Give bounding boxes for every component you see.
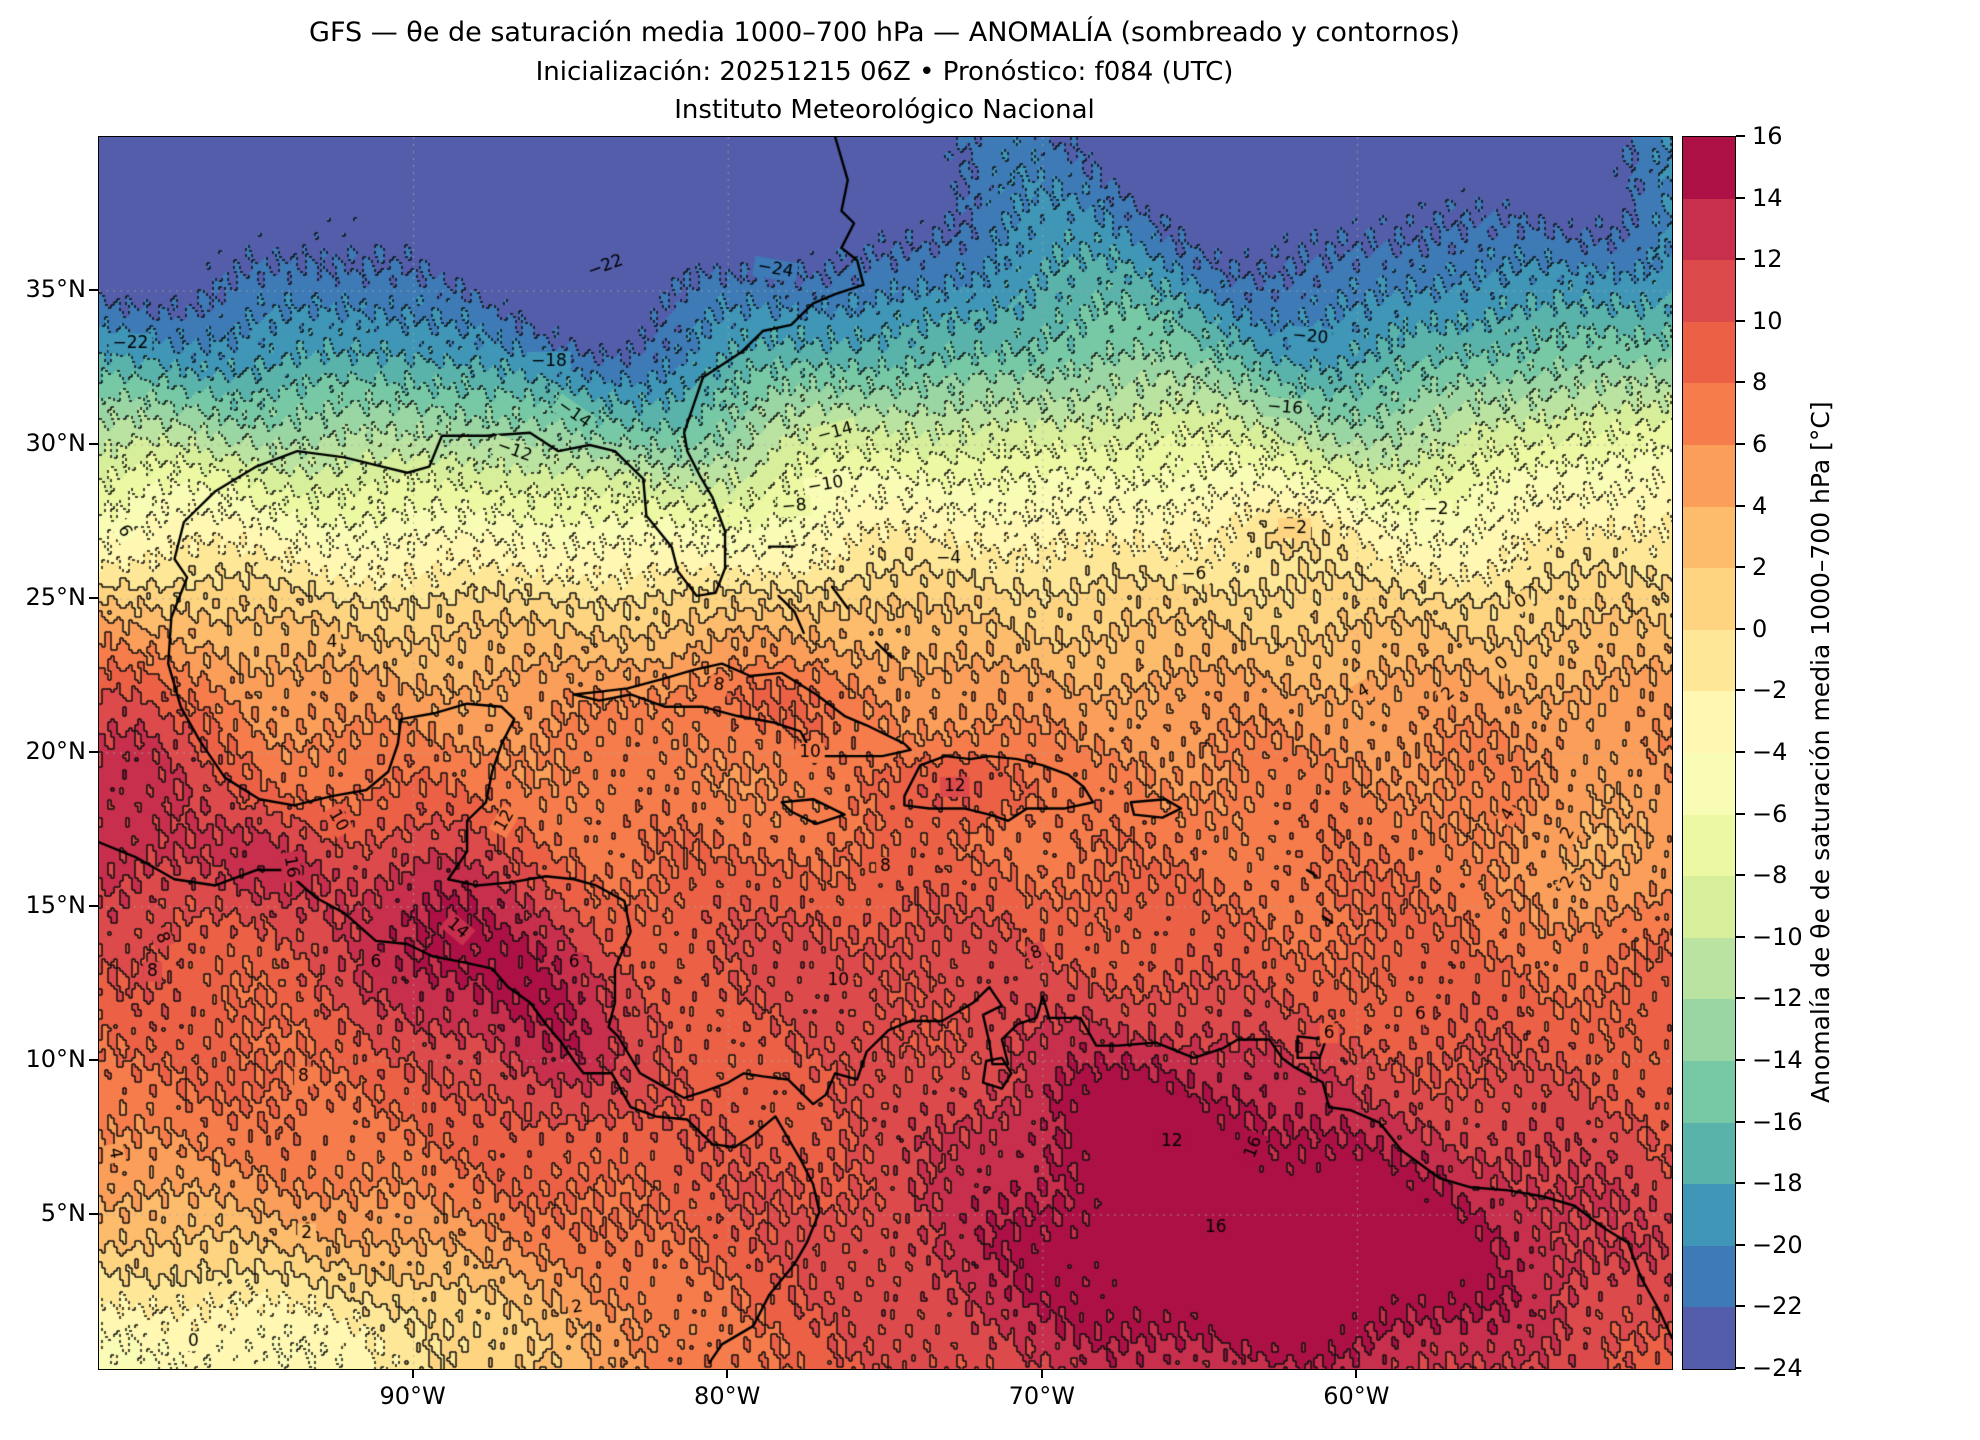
y-tick-mark bbox=[89, 443, 98, 445]
colorbar-tick-label: −22 bbox=[1752, 1292, 1803, 1321]
colorbar-label: Anomalía de θe de saturación media 1000–… bbox=[1806, 401, 1835, 1103]
colorbar-tick-mark bbox=[1736, 135, 1745, 137]
colorbar-tick-mark bbox=[1736, 689, 1745, 692]
colorbar-tick-label: 14 bbox=[1752, 183, 1783, 212]
colorbar-band bbox=[1683, 629, 1735, 692]
colorbar-tick-mark bbox=[1736, 381, 1745, 384]
colorbar-band bbox=[1683, 814, 1735, 877]
colorbar-tick-label: 10 bbox=[1752, 306, 1783, 335]
colorbar-tick-mark bbox=[1736, 1120, 1745, 1123]
colorbar-band bbox=[1683, 137, 1735, 199]
colorbar-tick-mark bbox=[1736, 1243, 1745, 1246]
x-tick-label: 70°W bbox=[1008, 1382, 1075, 1410]
colorbar-tick-label: 4 bbox=[1752, 491, 1768, 520]
y-tick-mark bbox=[89, 1059, 98, 1061]
colorbar-tick-mark bbox=[1736, 1182, 1745, 1185]
colorbar-tick-label: 6 bbox=[1752, 430, 1768, 458]
y-tick-mark bbox=[89, 1213, 98, 1215]
colorbar-tick-label: −10 bbox=[1752, 922, 1803, 951]
colorbar-tick-mark bbox=[1736, 258, 1745, 261]
y-tick-label: 30°N bbox=[25, 429, 87, 457]
y-tick-label: 5°N bbox=[40, 1199, 86, 1227]
y-tick-label: 35°N bbox=[25, 275, 87, 303]
x-tick-mark bbox=[726, 1369, 729, 1378]
colorbar-tick-mark bbox=[1736, 812, 1745, 815]
colorbar-tick-mark bbox=[1736, 1305, 1745, 1308]
x-tick-label: 80°W bbox=[694, 1382, 761, 1410]
colorbar bbox=[1682, 136, 1736, 1370]
colorbar-tick-mark bbox=[1736, 1367, 1745, 1369]
colorbar-tick-label: 8 bbox=[1752, 368, 1768, 397]
colorbar-tick-mark bbox=[1736, 319, 1745, 322]
colorbar-band bbox=[1683, 876, 1735, 938]
colorbar-tick-mark bbox=[1736, 504, 1745, 507]
colorbar-tick-label: −24 bbox=[1752, 1354, 1803, 1382]
colorbar-band bbox=[1683, 383, 1735, 445]
colorbar-band bbox=[1683, 321, 1735, 384]
colorbar-tick-label: 2 bbox=[1752, 553, 1768, 582]
colorbar-band bbox=[1683, 691, 1735, 753]
chart-subtitle: Inicialización: 20251215 06Z • Pronóstic… bbox=[535, 57, 1234, 87]
y-tick-label: 10°N bbox=[25, 1045, 87, 1073]
colorbar-tick-label: 16 bbox=[1752, 122, 1783, 150]
y-tick-label: 20°N bbox=[25, 737, 87, 765]
colorbar-band bbox=[1683, 506, 1735, 569]
colorbar-tick-mark bbox=[1736, 874, 1745, 877]
colorbar-tick-label: −6 bbox=[1752, 799, 1788, 828]
x-tick-mark bbox=[1040, 1369, 1043, 1378]
colorbar-tick-mark bbox=[1736, 997, 1745, 1000]
colorbar-band bbox=[1683, 568, 1735, 630]
colorbar-band bbox=[1683, 1307, 1735, 1369]
colorbar-band bbox=[1683, 1122, 1735, 1185]
colorbar-band bbox=[1683, 198, 1735, 261]
colorbar-tick-label: −18 bbox=[1752, 1169, 1803, 1198]
colorbar-band bbox=[1683, 752, 1735, 815]
colorbar-tick-mark bbox=[1736, 443, 1745, 445]
colorbar-band bbox=[1683, 444, 1735, 507]
y-tick-mark bbox=[89, 289, 98, 291]
colorbar-tick-label: −16 bbox=[1752, 1107, 1803, 1136]
colorbar-band bbox=[1683, 260, 1735, 322]
colorbar-band bbox=[1683, 937, 1735, 1000]
chart-institution: Instituto Meteorológico Nacional bbox=[674, 95, 1095, 125]
x-tick-label: 90°W bbox=[379, 1382, 446, 1410]
map-plot bbox=[98, 136, 1673, 1370]
colorbar-tick-label: −8 bbox=[1752, 861, 1788, 890]
y-tick-mark bbox=[89, 751, 98, 753]
colorbar-tick-mark bbox=[1736, 1059, 1745, 1061]
chart-titles: GFS — θe de saturación media 1000–700 hP… bbox=[98, 16, 1671, 127]
colorbar-band bbox=[1683, 1245, 1735, 1308]
colorbar-tick-label: 12 bbox=[1752, 245, 1783, 274]
colorbar-tick-label: −4 bbox=[1752, 738, 1788, 766]
x-tick-mark bbox=[1355, 1369, 1358, 1378]
colorbar-tick-mark bbox=[1736, 751, 1745, 753]
colorbar-tick-label: −2 bbox=[1752, 676, 1788, 705]
y-tick-label: 15°N bbox=[25, 891, 87, 919]
colorbar-tick-mark bbox=[1736, 627, 1745, 630]
y-tick-mark bbox=[89, 905, 98, 907]
chart-title: GFS — θe de saturación media 1000–700 hP… bbox=[309, 17, 1460, 48]
x-tick-label: 60°W bbox=[1323, 1382, 1390, 1410]
colorbar-band bbox=[1683, 999, 1735, 1061]
colorbar-tick-label: −20 bbox=[1752, 1230, 1803, 1259]
colorbar-tick-label: −12 bbox=[1752, 984, 1803, 1013]
colorbar-tick-mark bbox=[1736, 566, 1745, 569]
x-tick-mark bbox=[411, 1369, 414, 1378]
colorbar-band bbox=[1683, 1184, 1735, 1246]
colorbar-tick-mark bbox=[1736, 935, 1745, 938]
colorbar-tick-label: 0 bbox=[1752, 614, 1768, 643]
colorbar-tick-label: −14 bbox=[1752, 1046, 1803, 1074]
anomaly-map-canvas bbox=[99, 137, 1672, 1369]
colorbar-band bbox=[1683, 1060, 1735, 1123]
y-tick-mark bbox=[89, 597, 98, 599]
y-tick-label: 25°N bbox=[25, 583, 87, 611]
colorbar-tick-mark bbox=[1736, 196, 1745, 199]
